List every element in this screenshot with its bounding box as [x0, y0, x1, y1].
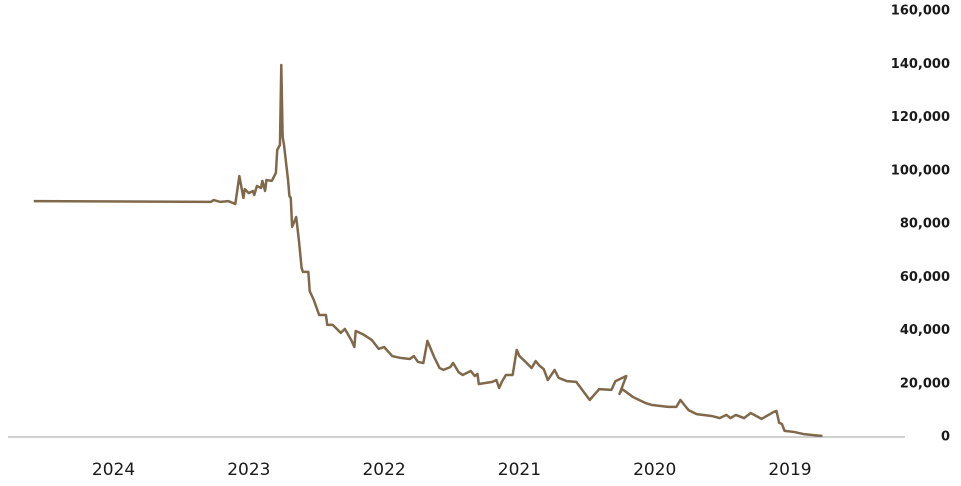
x-tick-label: 2022 [362, 460, 405, 480]
x-tick-label: 2020 [633, 460, 676, 480]
x-tick-label: 2021 [498, 460, 541, 480]
y-tick-label: 20,000 [900, 376, 950, 391]
line-series [33, 63, 823, 438]
y-tick-label: 60,000 [900, 270, 950, 285]
x-tick-label: 2024 [92, 460, 135, 480]
y-tick-label: 80,000 [900, 217, 950, 232]
y-tick-label: 100,000 [891, 163, 950, 178]
x-tick-label: 2023 [227, 460, 270, 480]
x-tick-label: 2019 [768, 460, 811, 480]
y-tick-label: 160,000 [891, 4, 950, 19]
y-tick-label: 120,000 [891, 110, 950, 125]
y-tick-label: 140,000 [891, 57, 950, 72]
y-tick-label: 0 [941, 430, 950, 445]
y-tick-label: 40,000 [900, 323, 950, 338]
